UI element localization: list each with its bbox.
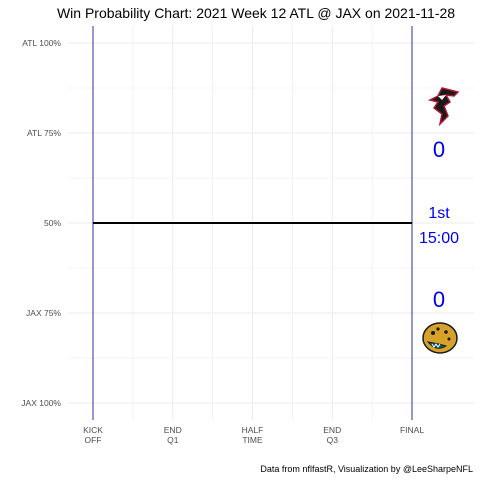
home-score: 0 bbox=[433, 287, 445, 312]
caption: Data from nflfastR, Visualization by @Le… bbox=[260, 464, 473, 474]
falcons-logo-icon bbox=[427, 87, 460, 127]
jaguars-logo bbox=[422, 322, 458, 354]
chart-title: Win Probability Chart: 2021 Week 12 ATL … bbox=[57, 5, 455, 21]
y-axis: ATL 100% ATL 75% 50% JAX 75% JAX 100% bbox=[21, 38, 61, 408]
clock-label: 15:00 bbox=[419, 230, 459, 247]
falcons-logo bbox=[427, 87, 460, 127]
x-tick-label: END bbox=[323, 425, 341, 435]
y-tick-label: ATL 100% bbox=[22, 38, 61, 48]
x-tick-label-line2: Q1 bbox=[167, 435, 179, 445]
x-tick-label-line2: OFF bbox=[85, 435, 102, 445]
x-tick-label-line2: TIME bbox=[242, 435, 263, 445]
x-tick-label: HALF bbox=[242, 425, 264, 435]
y-tick-label: JAX 100% bbox=[21, 398, 61, 408]
away-score: 0 bbox=[433, 137, 445, 162]
x-tick-label-line2: Q3 bbox=[327, 435, 339, 445]
y-tick-label: JAX 75% bbox=[26, 308, 61, 318]
x-tick-label: FINAL bbox=[400, 425, 424, 435]
y-tick-label: 50% bbox=[44, 218, 61, 228]
y-tick-label: ATL 75% bbox=[27, 128, 61, 138]
x-tick-label: KICK bbox=[83, 425, 103, 435]
x-tick-label: END bbox=[164, 425, 182, 435]
quarter-label: 1st bbox=[428, 205, 450, 222]
